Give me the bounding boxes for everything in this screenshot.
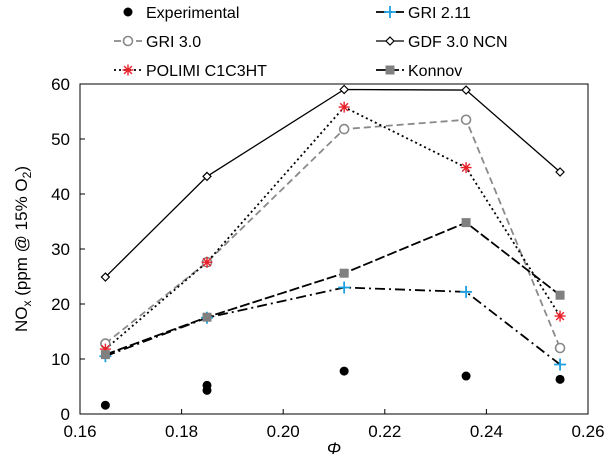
legend-marker [384,6,396,18]
legend-label: Experimental [146,5,239,22]
legend-item-experimental: Experimental [123,5,239,22]
data-point-gdf-3-0-ncn [555,167,565,177]
legend-item-konnov: Konnov [376,63,462,80]
legend-item-gri-2-11: GRI 2.11 [376,5,471,22]
series-line-gri-2-11 [105,286,561,366]
data-point-gri-3-0 [554,342,566,354]
legend-label: POLIMI C1C3HT [146,63,267,80]
legend-item-gri-3-0: GRI 3.0 [114,34,201,51]
x-tick-label: 0.24 [470,422,503,441]
y-tick-label: 10 [51,350,70,369]
data-point-experimental [555,374,565,384]
data-point-gdf-3-0-ncn [339,84,350,95]
y-title-mid: (ppm @ 15% O [12,178,31,300]
y-axis-title: NOx (ppm @ 15% O2) [12,166,34,332]
legend-item-polimi-c1c3ht: POLIMI C1C3HT [114,63,267,80]
legend: Experimental GRI 2.11 GRI 3.0 GDF 3.0 NCN PO… [114,5,508,80]
y-title-main: NO [12,307,31,333]
data-point-konnov [339,268,349,278]
data-point-experimental [339,366,349,376]
y-title-sub1: x [20,301,34,307]
series-markers [99,84,567,410]
data-point-gri-2-11 [460,285,473,298]
x-tick-label: 0.22 [368,422,401,441]
data-point-polimi-c1c3ht [554,310,566,322]
legend-marker [123,7,133,17]
data-point-gri-2-11 [338,281,351,294]
plot-frame [79,83,589,415]
y-tick-label: 20 [51,295,70,314]
data-point-experimental [202,385,212,395]
y-tick-label: 60 [51,75,70,94]
legend-marker [385,36,395,46]
legend-marker [385,65,395,75]
x-axis-title: Φ [327,439,341,458]
legend-label: Konnov [408,63,462,80]
data-point-konnov [461,218,471,228]
x-tick-label: 0.26 [571,422,604,441]
x-tick-label: 0.16 [63,422,96,441]
data-point-polimi-c1c3ht [99,343,111,355]
legend-marker [122,64,134,76]
x-tick-label: 0.20 [267,422,300,441]
y-title-sub2: 2 [20,171,34,178]
legend-item-gdf-3-0-ncn: GDF 3.0 NCN [376,34,508,51]
data-point-konnov [202,312,212,322]
series-line-gri-3-0 [104,118,561,349]
data-point-gri-2-11 [554,358,567,371]
y-tick-label: 50 [51,130,70,149]
data-point-gri-3-0 [460,114,472,126]
data-point-polimi-c1c3ht [338,101,350,113]
data-point-konnov [555,290,565,300]
data-point-experimental [100,400,110,410]
series-lines [104,88,561,366]
y-tick-label: 30 [51,240,70,259]
data-point-gri-3-0 [338,123,350,135]
series-line-konnov [105,221,561,356]
data-point-polimi-c1c3ht [201,256,213,268]
data-point-polimi-c1c3ht [460,162,472,174]
data-point-gdf-3-0-ncn [100,272,111,282]
legend-label: GDF 3.0 NCN [408,34,508,51]
x-tick-label: 0.18 [165,422,198,441]
legend-label: GRI 2.11 [408,5,471,22]
legend-label: GRI 3.0 [146,34,201,51]
plot-area [79,83,589,415]
legend-marker [122,35,134,47]
y-tick-label: 0 [61,405,70,424]
axis-ticks: 0.16 0.18 0.20 0.22 0.24 0.26 0 10 20 30 40 50 60 [51,75,604,441]
data-point-konnov [100,350,110,360]
data-point-gdf-3-0-ncn [202,171,212,182]
y-title-end: ) [12,166,31,172]
data-point-experimental [461,371,471,381]
y-tick-label: 40 [51,185,70,204]
data-point-gdf-3-0-ncn [461,85,471,95]
